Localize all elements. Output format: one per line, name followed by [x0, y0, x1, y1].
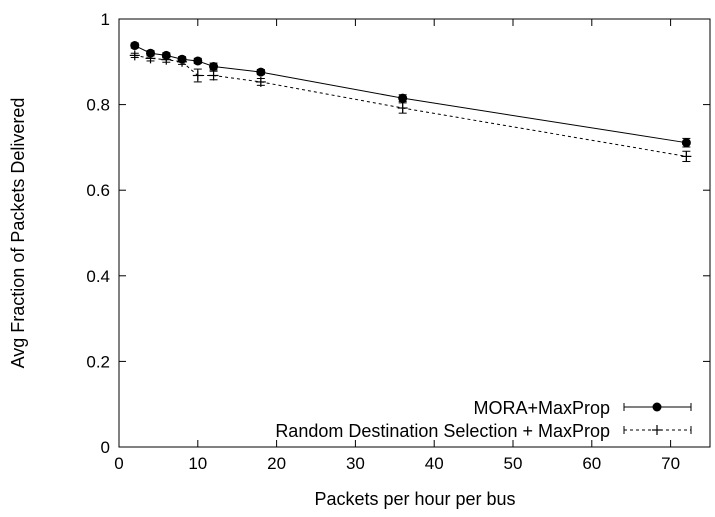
- series-layer: [129, 41, 692, 163]
- x-tick-label: 10: [188, 454, 207, 473]
- axis-ticks: 0 10 20 30 40 50 60 70 0 0.2 0.4 0.6 0.8 1: [86, 10, 710, 473]
- y-axis-label: Avg Fraction of Packets Delivered: [8, 98, 28, 369]
- legend-marker: [652, 402, 662, 412]
- data-point: [145, 53, 156, 64]
- data-point: [681, 151, 692, 162]
- data-point: [681, 138, 691, 148]
- y-tick-label: 0.4: [86, 267, 110, 286]
- data-point: [192, 70, 203, 81]
- data-point: [255, 76, 266, 87]
- x-tick-label: 70: [661, 454, 680, 473]
- data-point: [177, 56, 188, 67]
- y-tick-label: 1: [101, 10, 110, 29]
- y-tick-label: 0.6: [86, 181, 110, 200]
- y-tick-label: 0: [101, 438, 110, 457]
- x-axis-label: Packets per hour per bus: [314, 489, 515, 509]
- legend-label-random: Random Destination Selection + MaxProp: [275, 421, 610, 441]
- x-tick-label: 50: [504, 454, 523, 473]
- plot-frame: [118, 18, 711, 448]
- data-point: [130, 41, 140, 51]
- series-0: [130, 41, 691, 148]
- x-tick-label: 60: [582, 454, 601, 473]
- x-tick-label: 0: [114, 454, 123, 473]
- data-point: [161, 54, 172, 65]
- data-point: [397, 103, 408, 114]
- data-point: [398, 93, 408, 103]
- data-point: [193, 56, 203, 66]
- x-tick-label: 40: [425, 454, 444, 473]
- data-point: [209, 62, 219, 72]
- legend-label-mora: MORA+MaxProp: [473, 398, 610, 418]
- legend: MORA+MaxProp Random Destination Selectio…: [275, 398, 692, 441]
- y-tick-label: 0.2: [86, 352, 110, 371]
- x-tick-label: 20: [267, 454, 286, 473]
- series-line: [134, 45, 687, 144]
- data-point: [256, 67, 266, 77]
- series-1: [129, 50, 692, 163]
- data-point: [129, 50, 140, 61]
- data-point: [208, 70, 219, 81]
- x-tick-label: 30: [346, 454, 365, 473]
- y-tick-label: 0.8: [86, 96, 110, 115]
- series-line: [134, 54, 687, 157]
